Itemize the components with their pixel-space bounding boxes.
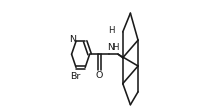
Text: H: H <box>112 43 118 52</box>
Text: N: N <box>107 43 114 52</box>
Text: O: O <box>96 71 103 80</box>
Text: Br: Br <box>70 72 80 81</box>
Text: N: N <box>69 35 76 44</box>
Text: H: H <box>108 26 115 35</box>
